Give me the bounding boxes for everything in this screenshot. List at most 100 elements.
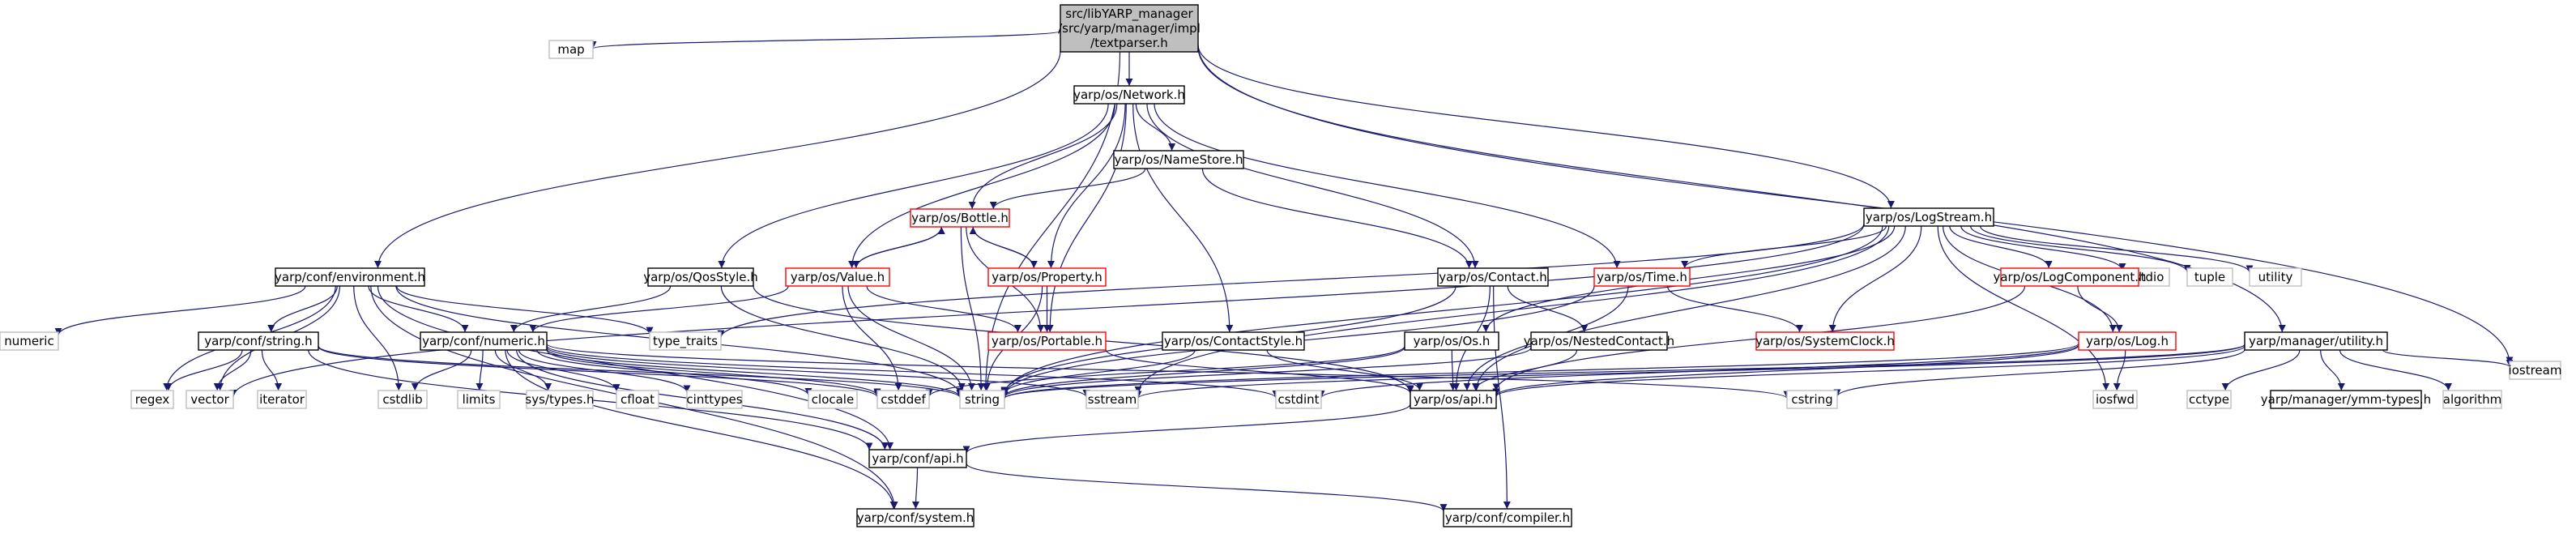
- node-box: [616, 390, 659, 409]
- node-osos[interactable]: yarp/os/Os.h: [1404, 331, 1499, 351]
- edge-logstream-to-sstream: [1134, 225, 1890, 394]
- node-logcomponent[interactable]: yarp/os/LogComponent.h: [1993, 267, 2147, 287]
- node-confstring[interactable]: yarp/conf/string.h: [198, 331, 319, 351]
- node-time[interactable]: yarp/os/Time.h: [1593, 267, 1691, 287]
- node-iostream[interactable]: iostream: [2509, 361, 2562, 380]
- node-label: yarp/os/Log.h: [2086, 334, 2169, 348]
- node-box: [377, 390, 428, 409]
- edge-nestedcontact-to-string: [1000, 347, 1532, 398]
- node-cstddef[interactable]: cstddef: [876, 390, 930, 409]
- node-box: [1162, 331, 1305, 351]
- edge-qosstyle-to-string: [720, 285, 966, 391]
- node-value[interactable]: yarp/os/Value.h: [785, 267, 890, 287]
- node-cstdint[interactable]: cstdint: [1275, 390, 1322, 409]
- node-label: utility: [2258, 270, 2293, 284]
- node-box: [1530, 331, 1668, 351]
- node-environment[interactable]: yarp/conf/environment.h: [275, 267, 425, 287]
- node-confcompiler[interactable]: yarp/conf/compiler.h: [1443, 508, 1572, 527]
- node-label: cctype: [2189, 392, 2229, 407]
- node-qosstyle[interactable]: yarp/os/QosStyle.h: [643, 267, 758, 287]
- node-label: yarp/os/Os.h: [1414, 334, 1491, 348]
- edge-confnumeric-to-cstdlib: [411, 349, 472, 391]
- node-label: cstdint: [1277, 392, 1319, 407]
- node-clocale[interactable]: clocale: [808, 390, 858, 409]
- node-osapi[interactable]: yarp/os/api.h: [1410, 390, 1497, 409]
- node-string[interactable]: string: [959, 390, 1005, 409]
- edge-logstream-to-logcomponent: [1949, 225, 2053, 269]
- edge-network-to-qosstyle: [718, 103, 1109, 269]
- node-label: iostream: [2509, 363, 2562, 378]
- node-algorithm[interactable]: algorithm: [2442, 390, 2502, 409]
- node-limits[interactable]: limits: [457, 390, 501, 409]
- node-label: yarp/os/Network.h: [1073, 88, 1185, 102]
- node-box: [275, 267, 425, 287]
- node-confapi[interactable]: yarp/conf/api.h: [868, 449, 967, 468]
- node-portable[interactable]: yarp/os/Portable.h: [987, 331, 1107, 351]
- node-log[interactable]: yarp/os/Log.h: [2078, 331, 2177, 351]
- edge-utilityh-to-cctype: [2221, 349, 2301, 391]
- node-contactstyle[interactable]: yarp/os/ContactStyle.h: [1162, 331, 1305, 351]
- node-box: [1085, 390, 1139, 409]
- node-box: [1060, 4, 1199, 53]
- node-ymmtypes[interactable]: yarp/manager/ymm-types.h: [2261, 390, 2431, 409]
- node-network[interactable]: yarp/os/Network.h: [1073, 85, 1185, 105]
- node-label: yarp/os/LogStream.h: [1866, 210, 1992, 224]
- edge-utilityh-to-algorithm: [2339, 349, 2452, 391]
- node-tuple[interactable]: tuple: [2186, 267, 2233, 287]
- edge-property-to-bottle: [969, 226, 1034, 269]
- node-box: [1863, 207, 1994, 227]
- node-box: [856, 508, 975, 527]
- node-label: cinttypes: [686, 392, 742, 407]
- node-box: [2509, 361, 2561, 380]
- node-bottle[interactable]: yarp/os/Bottle.h: [910, 208, 1010, 228]
- node-box: [2092, 390, 2138, 409]
- node-utility[interactable]: utility: [2249, 267, 2302, 287]
- node-typetraits[interactable]: type_traits: [649, 331, 722, 351]
- edge-confapi-to-confsystem: [911, 467, 919, 510]
- edge-network-to-value: [848, 103, 1115, 269]
- edge-confapi-to-confcompiler: [966, 463, 1448, 512]
- edge-environment-to-typetraits: [396, 285, 654, 335]
- node-logstream[interactable]: yarp/os/LogStream.h: [1863, 207, 1994, 227]
- edge-namestore-to-bottle: [989, 168, 1146, 210]
- node-label: yarp/os/Contact.h: [1439, 270, 1547, 284]
- edge-confnumeric-to-confsystem: [505, 349, 898, 510]
- node-map[interactable]: map: [548, 40, 594, 59]
- edge-utilityh-to-iostream: [2382, 349, 2514, 368]
- node-cstring[interactable]: cstring: [1786, 390, 1838, 409]
- node-box: [1410, 390, 1497, 409]
- node-sstream[interactable]: sstream: [1085, 390, 1139, 409]
- edge-confstring-to-string: [318, 345, 964, 399]
- node-utilityh[interactable]: yarp/manager/utility.h: [2244, 331, 2388, 351]
- node-label: sstream: [1088, 392, 1137, 407]
- node-cstdlib[interactable]: cstdlib: [377, 390, 428, 409]
- node-label: yarp/os/api.h: [1414, 392, 1493, 407]
- node-cctype[interactable]: cctype: [2186, 390, 2232, 409]
- node-contact[interactable]: yarp/os/Contact.h: [1437, 267, 1549, 287]
- node-systemclock[interactable]: yarp/os/SystemClock.h: [1755, 331, 1895, 351]
- node-confsystem[interactable]: yarp/conf/system.h: [856, 508, 975, 527]
- node-cfloat[interactable]: cfloat: [616, 390, 659, 409]
- node-systypes[interactable]: sys/types.h: [525, 390, 595, 409]
- node-iosfwd[interactable]: iosfwd: [2092, 390, 2138, 409]
- node-box: [1437, 267, 1549, 287]
- edge-logstream-to-string: [1000, 225, 1883, 395]
- node-cinttypes[interactable]: cinttypes: [686, 390, 743, 409]
- node-label: yarp/manager/utility.h: [2249, 334, 2383, 348]
- node-label: cstddef: [881, 392, 926, 407]
- node-regex[interactable]: regex: [130, 390, 174, 409]
- node-vector[interactable]: vector: [186, 390, 234, 409]
- edge-value-to-confnumeric: [529, 285, 789, 333]
- node-root[interactable]: src/libYARP_manager/src/yarp/manager/imp…: [1058, 4, 1201, 53]
- node-confnumeric[interactable]: yarp/conf/numeric.h: [420, 331, 548, 351]
- node-numeric[interactable]: numeric: [0, 331, 59, 351]
- node-box: [649, 331, 722, 351]
- node-label: yarp/conf/environment.h: [275, 270, 425, 284]
- node-iterator[interactable]: iterator: [257, 390, 307, 409]
- node-label: /src/yarp/manager/impl: [1058, 21, 1201, 36]
- node-box: [2186, 390, 2232, 409]
- node-namestore[interactable]: yarp/os/NameStore.h: [1113, 150, 1244, 169]
- node-label: cstring: [1791, 392, 1832, 407]
- node-nestedcontact[interactable]: yarp/os/NestedContact.h: [1524, 331, 1674, 351]
- node-property[interactable]: yarp/os/Property.h: [987, 267, 1107, 287]
